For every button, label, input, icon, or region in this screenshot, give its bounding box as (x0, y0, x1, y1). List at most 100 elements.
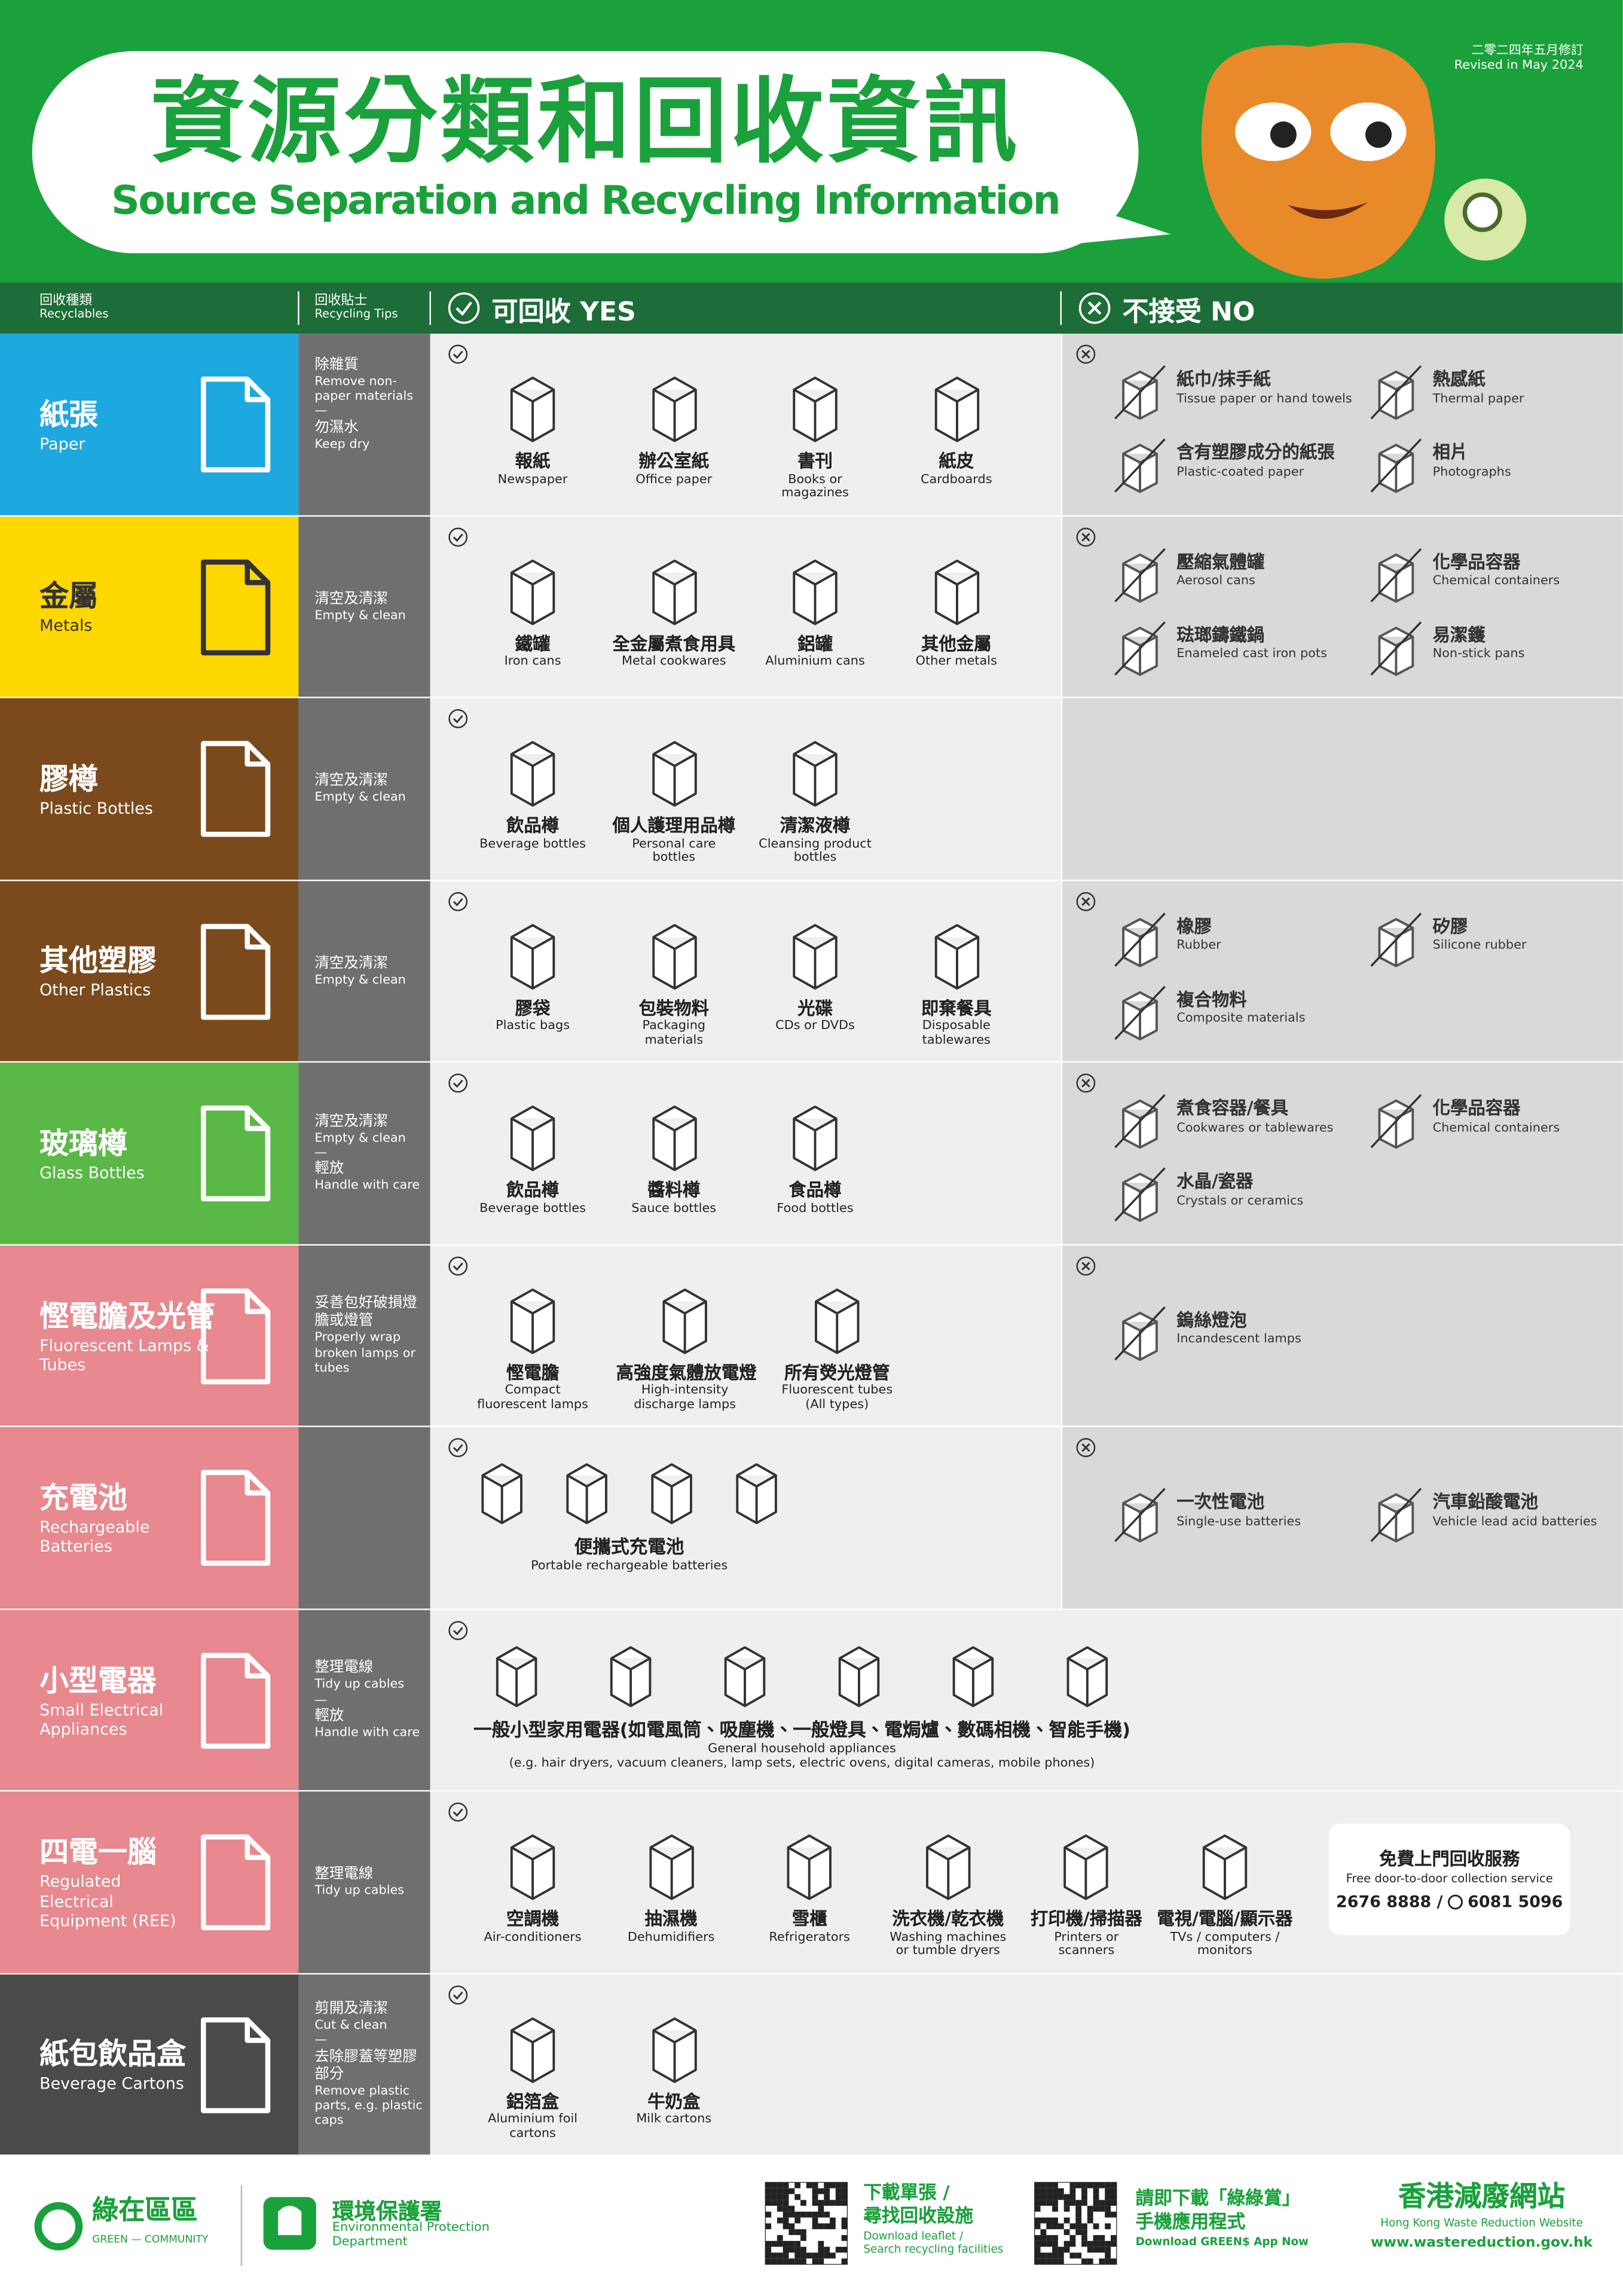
yes-item-label: 鋁罐 Aluminium cans (746, 633, 884, 670)
category-en: Regulated Electrical Equipment (REE) (39, 1873, 176, 1931)
category-icon (200, 1105, 271, 1202)
category-icon-outline (200, 558, 271, 655)
item-en: Milk cartons (636, 2112, 712, 2127)
qr-module (783, 2246, 789, 2253)
qr-module (1069, 2188, 1076, 2194)
qr-module (812, 2188, 818, 2194)
qr-module (1087, 2211, 1093, 2218)
qr-module (1087, 2258, 1093, 2265)
qr-module (1046, 2240, 1053, 2247)
category-en: Plastic Bottles (39, 798, 153, 818)
no-mark (1076, 344, 1096, 364)
no-mark (1076, 1256, 1096, 1275)
qr-module (771, 2194, 777, 2200)
qr-module (1040, 2182, 1047, 2188)
icon-outline (934, 376, 979, 442)
qr-module (1069, 2200, 1076, 2206)
qr-module (794, 2182, 801, 2188)
icon-outline (652, 1105, 696, 1171)
qr-module (783, 2188, 789, 2194)
icon-outline (510, 741, 555, 807)
item-en: Packaging materials (642, 1019, 706, 1048)
yes-item-label: 所有熒光燈管 Fluorescent tubes (All types) (768, 1362, 906, 1413)
column-header-icons (298, 291, 1111, 325)
category-en: Small Electrical Appliances (39, 1700, 164, 1739)
qr-module (1105, 2223, 1111, 2230)
qr-module (824, 2188, 830, 2194)
qr-module (1040, 2217, 1047, 2224)
item-icon (510, 1834, 555, 1900)
leaflet-en: Download leaflet / (863, 2228, 964, 2242)
item-zh: 琺瑯鑄鐵鍋 (1176, 624, 1265, 645)
mark-symbol (453, 1444, 463, 1452)
category-cell (0, 1427, 299, 1610)
whatsapp-icon (1447, 1895, 1463, 1910)
item-zh: 矽膠 (1432, 915, 1468, 936)
item-en: Thermal paper (1432, 392, 1524, 407)
category-zh: 慳電膽及光管 (39, 1297, 215, 1333)
no-strike (1114, 1305, 1166, 1360)
item-zh: 鋁罐 (797, 633, 833, 654)
yes-item-label: 雪櫃 Refrigerators (741, 1909, 878, 1946)
qr-module (1052, 2235, 1058, 2241)
qr-module (1093, 2246, 1099, 2253)
qr-module (765, 2188, 772, 2194)
no-item-label: 相片 Photographs (1433, 442, 1623, 480)
tip-text: 清空及清潔 (314, 955, 388, 972)
qr-module (1081, 2240, 1087, 2247)
item-icon (1114, 1488, 1166, 1543)
item-zh: 壓縮氣體罐 (1176, 551, 1265, 572)
qr-module (1034, 2235, 1041, 2241)
item-zh: 牛奶盒 (647, 2090, 701, 2112)
item-icon (652, 1105, 696, 1171)
qr-module (1105, 2240, 1111, 2247)
qr-module (765, 2258, 772, 2265)
yes-item-label: 飲品樽 Beverage bottles (464, 1180, 601, 1217)
item-en: Single-use batteries (1176, 1514, 1301, 1529)
item-icon (1370, 1488, 1422, 1543)
qr-module (806, 2211, 812, 2218)
no-cell (1060, 334, 1623, 516)
no-mark (1076, 891, 1096, 911)
item-icon (610, 1645, 652, 1706)
qr-module (1099, 2246, 1105, 2253)
qr-module (777, 2252, 783, 2259)
category-label: 膠樽 Plastic Bottles (39, 698, 186, 881)
icon-outline (662, 1287, 707, 1354)
epd-logo-mark (278, 2206, 302, 2236)
mark-circle (1076, 1438, 1096, 1457)
qr-module (1063, 2200, 1070, 2206)
qr-module (1111, 2200, 1117, 2206)
mascot-buddy-eye (1462, 192, 1502, 233)
qr-module (777, 2240, 783, 2247)
tip-text: 清空及清潔 (314, 1113, 388, 1130)
item-en: Sauce bottles (631, 1201, 717, 1216)
item-icon (815, 1287, 860, 1354)
category-cell (0, 1062, 299, 1245)
mark-symbol (1081, 1261, 1090, 1270)
item-icon (1066, 1645, 1108, 1706)
item-zh: 雪櫃 (791, 1909, 827, 1929)
item-icon (934, 558, 979, 625)
category-en: Beverage Cartons (39, 2074, 184, 2094)
item-icon (651, 1463, 692, 1525)
item-icon (481, 1463, 522, 1525)
category-zh: 金屬 (39, 578, 99, 614)
item-icon (1114, 1167, 1166, 1222)
qr-module (1040, 2235, 1047, 2241)
mark-circle (448, 527, 468, 546)
qr-module (824, 2211, 830, 2218)
item-zh: 飲品樽 (506, 815, 560, 836)
category-label: 紙包飲品盒 Beverage Cartons (39, 1974, 186, 2156)
tips-cell (298, 1245, 430, 1427)
item-en: Plastic-coated paper (1176, 465, 1304, 480)
item-zh: 書刊 (797, 450, 833, 472)
icon-outline (793, 1105, 838, 1171)
qr-module (777, 2188, 783, 2194)
qr-module (1111, 2194, 1117, 2200)
item-zh: 醬料樽 (647, 1180, 701, 1201)
no-strike (1114, 620, 1166, 675)
qr-module (1069, 2252, 1076, 2259)
item-icon (510, 1105, 555, 1171)
brand-zh: 綠在區區 (92, 2196, 198, 2227)
